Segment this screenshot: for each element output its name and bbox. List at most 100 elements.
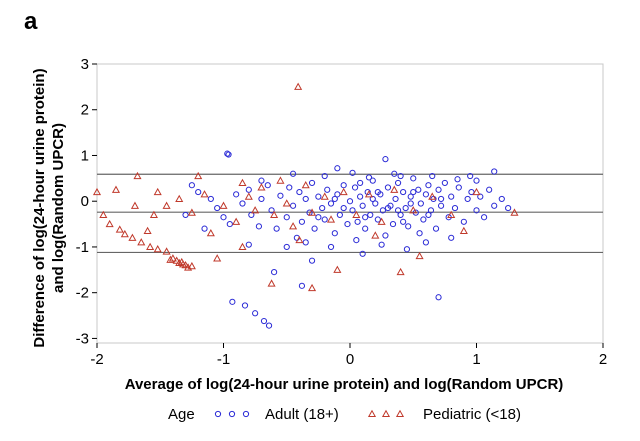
adult-point xyxy=(382,232,389,239)
adult-point xyxy=(268,207,275,214)
pediatric-point xyxy=(175,258,184,267)
adult-point xyxy=(302,239,309,246)
pediatric-point xyxy=(213,254,222,262)
adult-point xyxy=(226,220,233,228)
reference-lines xyxy=(97,173,603,254)
adult-point xyxy=(435,294,442,301)
adult-point xyxy=(321,172,328,180)
pediatric-point xyxy=(238,242,247,251)
adult-point xyxy=(407,193,414,200)
adult-point xyxy=(349,169,356,176)
x-tick-label: -2 xyxy=(90,351,103,368)
adult-point xyxy=(264,182,271,189)
adult-point xyxy=(394,207,402,214)
adult-point xyxy=(378,241,385,248)
adult-point xyxy=(245,186,252,193)
adult-point xyxy=(460,218,467,225)
adult-point xyxy=(283,243,290,251)
adult-point xyxy=(384,204,392,212)
adult-point xyxy=(441,179,448,187)
adult-point xyxy=(429,172,436,180)
legend-pediatric-symbol xyxy=(381,409,391,418)
adult-point xyxy=(467,172,474,180)
pediatric-point xyxy=(143,226,152,235)
adult-point xyxy=(382,156,389,163)
adult-point xyxy=(241,302,249,309)
pediatric-point xyxy=(92,187,102,196)
adult-point xyxy=(464,195,471,203)
panel-label: a xyxy=(24,8,38,35)
pediatric-point xyxy=(219,201,228,209)
y-tick-label: -2 xyxy=(76,285,89,302)
adult-point xyxy=(410,175,417,182)
y-tick-label: -1 xyxy=(76,239,89,256)
pediatric-point xyxy=(396,267,405,276)
adult-point xyxy=(277,192,284,199)
adult-point xyxy=(296,188,303,196)
pediatric-point xyxy=(232,217,241,225)
adult-point xyxy=(454,176,461,183)
adult-point xyxy=(374,216,381,223)
pediatric-point xyxy=(377,217,386,225)
adult-point xyxy=(207,195,214,203)
legend-adult-marker xyxy=(214,410,250,418)
pediatric-point xyxy=(339,187,348,196)
legend: Age Adult (18+) Pediatric (<18) xyxy=(168,406,521,423)
pediatric-point xyxy=(244,192,253,200)
pediatric-point xyxy=(149,210,158,218)
pediatric-point xyxy=(162,247,171,255)
adult-point xyxy=(448,234,455,241)
pediatric-point xyxy=(308,283,317,292)
adult-point xyxy=(417,200,424,207)
adult-point xyxy=(379,207,386,214)
pediatric-point xyxy=(472,187,481,196)
legend-pediatric-marker xyxy=(367,409,405,418)
adult-point xyxy=(432,225,440,232)
pediatric-point xyxy=(415,251,424,260)
adult-point xyxy=(344,220,351,228)
pediatric-point xyxy=(166,255,175,263)
pediatric-point xyxy=(206,228,215,237)
pediatric-point xyxy=(130,201,139,209)
adult-point xyxy=(359,250,366,257)
pediatric-point xyxy=(153,187,162,196)
pediatric-point xyxy=(133,171,142,180)
pediatric-point xyxy=(172,256,181,264)
adult-point xyxy=(416,230,423,237)
adult-point xyxy=(491,202,498,209)
adult-point xyxy=(422,191,429,198)
adult-point xyxy=(369,177,376,184)
adult-point xyxy=(220,214,227,221)
adult-point xyxy=(286,184,293,191)
pediatric-point xyxy=(146,242,155,251)
legend-adult-symbol xyxy=(228,410,236,418)
pediatric-point xyxy=(447,210,456,218)
adult-point xyxy=(225,151,232,158)
adult-point xyxy=(402,204,409,212)
adult-point xyxy=(354,218,361,225)
adult-point xyxy=(437,195,445,203)
pediatric-point xyxy=(326,215,336,223)
y-axis-title-line1: Difference of log(24-hour urine protein) xyxy=(31,68,48,347)
adult-point xyxy=(397,172,404,180)
pediatric-point xyxy=(238,178,247,186)
adult-point xyxy=(498,195,505,203)
x-tick-label: 2 xyxy=(599,351,607,368)
pediatric-point xyxy=(371,231,380,239)
adult-point xyxy=(400,188,407,196)
adult-point xyxy=(427,207,435,214)
pediatric-point xyxy=(105,219,114,228)
adult-point xyxy=(437,202,445,209)
pediatric-point xyxy=(409,206,418,214)
pediatric-point xyxy=(308,208,317,216)
adult-point xyxy=(410,188,417,196)
x-tick-label: 0 xyxy=(346,351,354,368)
adult-point xyxy=(392,195,399,203)
adult-point xyxy=(340,182,347,189)
adult-point xyxy=(201,225,208,232)
adult-point xyxy=(271,269,278,276)
adult-point xyxy=(400,218,407,225)
pediatric-point xyxy=(333,265,342,273)
legend-label-adult: Adult (18+) xyxy=(265,406,339,423)
adult-point xyxy=(229,298,236,305)
